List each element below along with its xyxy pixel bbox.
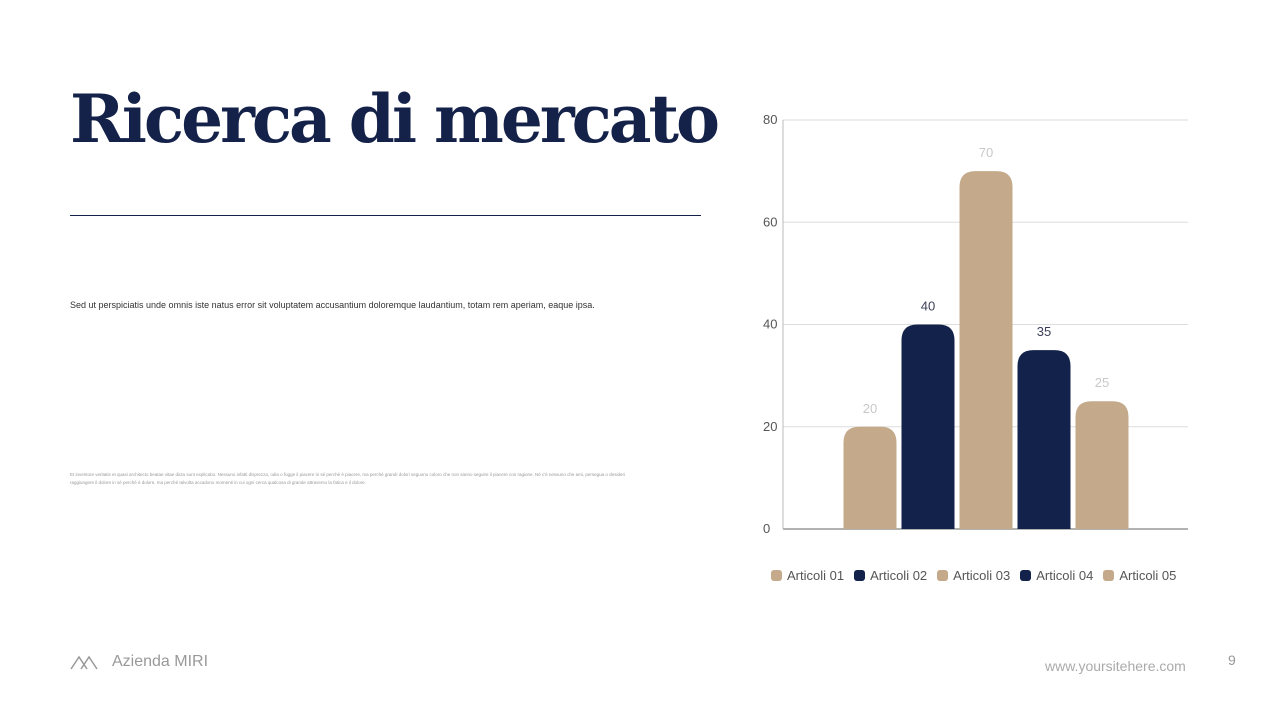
data-label: 20 xyxy=(863,401,877,416)
legend-item: Articoli 01 xyxy=(771,568,844,583)
bar xyxy=(1017,350,1071,529)
y-tick-label: 80 xyxy=(763,112,777,127)
legend-swatch xyxy=(854,570,866,581)
legend-label: Articoli 02 xyxy=(870,568,928,583)
y-tick-label: 20 xyxy=(763,419,777,434)
lead-text: Sed ut perspiciatis unde omnis iste natu… xyxy=(70,300,595,310)
bar xyxy=(959,171,1013,529)
legend-item: Articoli 03 xyxy=(937,568,1010,583)
bar xyxy=(843,426,897,529)
bar xyxy=(1075,401,1129,529)
y-tick-label: 60 xyxy=(763,214,777,229)
legend-swatch xyxy=(1020,570,1032,581)
legend-label: Articoli 03 xyxy=(953,568,1011,583)
website-link[interactable]: www.yoursitehere.com xyxy=(1045,658,1186,674)
y-tick-label: 0 xyxy=(763,521,770,536)
footer-brand: Azienda MIRI xyxy=(70,653,208,671)
legend-label: Articoli 01 xyxy=(787,568,845,583)
legend-item: Articoli 05 xyxy=(1103,568,1176,583)
legend-item: Articoli 04 xyxy=(1020,568,1093,583)
legend-swatch xyxy=(1103,570,1115,581)
title-divider xyxy=(70,215,701,216)
chart-legend: Articoli 01 Articoli 02 Articoli 03 Articol… xyxy=(771,568,1176,583)
data-label: 25 xyxy=(1095,375,1109,390)
legend-item: Articoli 02 xyxy=(854,568,927,583)
data-label: 35 xyxy=(1037,324,1051,339)
legend-label: Articoli 05 xyxy=(1119,568,1177,583)
legend-swatch xyxy=(771,570,782,581)
data-label: 70 xyxy=(979,145,993,160)
data-label: 40 xyxy=(921,299,935,314)
y-tick-label: 40 xyxy=(763,317,777,332)
page-number: 9 xyxy=(1228,652,1236,668)
mountains-icon xyxy=(70,655,98,670)
legend-label: Articoli 04 xyxy=(1036,568,1094,583)
brand-name: Azienda MIRI xyxy=(112,653,209,670)
page-title: Ricerca di mercato xyxy=(70,80,720,158)
body-text: Et inventore veritatis et quasi architec… xyxy=(70,472,625,485)
bar xyxy=(901,324,955,529)
legend-swatch xyxy=(937,570,949,581)
